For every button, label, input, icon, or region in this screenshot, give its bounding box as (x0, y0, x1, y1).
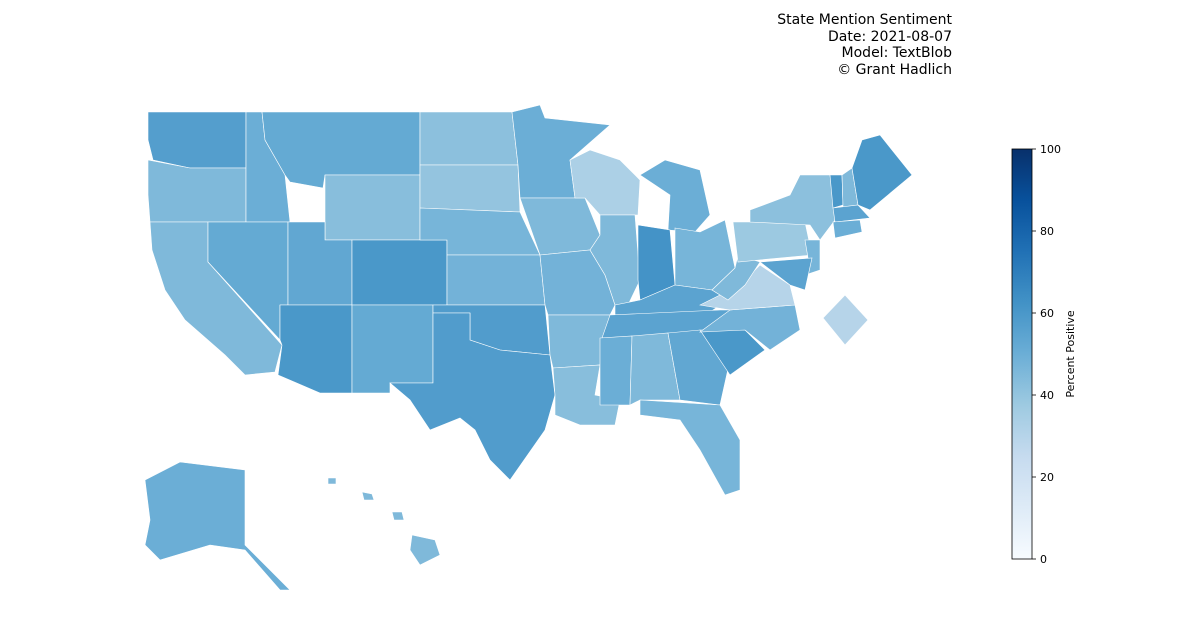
state (732, 221, 813, 263)
state (389, 312, 556, 481)
state (147, 111, 247, 169)
subtitle: © Grant Hadlich (837, 62, 952, 78)
state (351, 304, 434, 394)
state (629, 332, 681, 406)
state (446, 254, 546, 306)
state (851, 134, 913, 211)
subtitle: Date: 2021-08-07 (828, 29, 952, 45)
state (419, 111, 519, 166)
colorbar-label: Percent Positive (1064, 310, 1077, 398)
state (822, 294, 869, 346)
state (327, 477, 441, 566)
colorbar (1011, 148, 1033, 560)
state (832, 219, 863, 239)
state (419, 164, 521, 213)
colorbar-tick-label: 20 (1040, 471, 1054, 484)
state (759, 257, 813, 291)
state (599, 335, 633, 406)
title: State Mention Sentiment (777, 12, 952, 28)
colorbar-tick-label: 60 (1040, 307, 1054, 320)
colorbar-tick-label: 0 (1040, 553, 1047, 566)
colorbar-tick-label: 40 (1040, 389, 1054, 402)
state (639, 159, 711, 233)
state (324, 174, 421, 241)
subtitle: Model: TextBlob (842, 45, 953, 61)
state (832, 204, 871, 223)
colorbar-tick-label: 80 (1040, 225, 1054, 238)
state (351, 239, 448, 306)
states (144, 104, 913, 591)
state (147, 159, 247, 223)
state (277, 304, 353, 394)
state (639, 399, 741, 496)
colorbar-tick-label: 100 (1040, 143, 1061, 156)
state (144, 461, 291, 591)
state (569, 149, 641, 216)
state (552, 364, 621, 426)
